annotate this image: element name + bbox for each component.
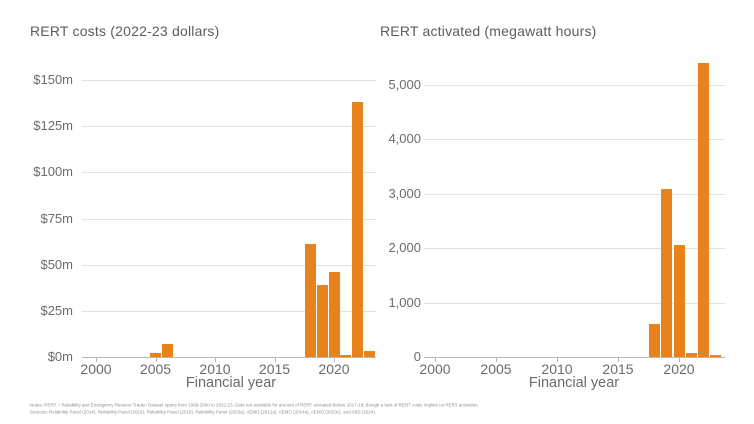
sources-text: Sources: Reliability Panel (2014), Relia… — [30, 409, 377, 415]
notes-text: Notes: RERT = Reliability and Emergency … — [30, 402, 479, 408]
x-tick-label: 2005 — [480, 361, 512, 377]
x-tick-label: 2020 — [663, 361, 695, 377]
x-tick-mark — [274, 358, 276, 362]
y-tick-label: $50m — [40, 256, 73, 272]
y-tick-label: $75m — [40, 210, 73, 226]
y-gridline — [424, 248, 725, 250]
y-gridline — [82, 264, 376, 266]
y-tick-label: 4,000 — [388, 131, 421, 147]
y-tick-label: $150m — [33, 72, 73, 87]
y-tick-label: 0 — [413, 349, 421, 364]
y-tick-label: $100m — [33, 164, 73, 180]
y-gridline — [82, 310, 376, 312]
x-tick-label: 2010 — [541, 361, 573, 377]
bar-2018 — [649, 324, 661, 357]
bar-2005 — [150, 353, 161, 357]
y-gridline — [82, 172, 376, 174]
y-tick-label: 1,000 — [388, 294, 421, 310]
x-tick-label: 2015 — [602, 361, 634, 377]
bar-2006 — [161, 344, 173, 357]
x-tick-label: 2005 — [139, 361, 172, 377]
bar-2023 — [710, 355, 722, 357]
y-tick-label: 5,000 — [388, 77, 421, 92]
y-gridline — [82, 218, 376, 220]
y-tick-label: 2,000 — [388, 240, 421, 256]
x-axis-line — [424, 357, 725, 358]
x-axis-title-right: Financial year — [528, 375, 620, 391]
x-tick-label: 2000 — [419, 361, 451, 377]
bar-2020 — [673, 244, 685, 357]
x-tick-label: 2020 — [318, 361, 350, 377]
bar-2020 — [328, 272, 340, 357]
x-tick-mark — [618, 358, 619, 362]
y-tick-label: $125m — [33, 118, 73, 134]
bar-2023 — [364, 351, 376, 357]
x-tick-mark — [155, 358, 157, 362]
x-tick-mark — [496, 358, 497, 362]
x-axis-line — [82, 357, 376, 358]
bar-2019 — [661, 189, 673, 357]
y-gridline — [82, 80, 376, 81]
y-gridline — [82, 126, 376, 128]
x-tick-mark — [334, 358, 335, 362]
x-tick-mark — [435, 358, 436, 362]
y-tick-label: $0m — [47, 349, 73, 364]
y-gridline — [424, 85, 725, 86]
y-tick-label: $25m — [40, 302, 73, 318]
x-tick-label: 2015 — [258, 361, 291, 377]
x-tick-label: 2000 — [80, 361, 112, 377]
bar-2018 — [304, 244, 316, 357]
bar-2022 — [352, 102, 364, 357]
bar-2019 — [316, 284, 328, 357]
chart-title-rert-activated: RERT activated (megawatt hours) — [380, 23, 597, 39]
y-tick-label: 3,000 — [388, 185, 421, 201]
y-gridline — [424, 193, 725, 195]
chart-title-rert-costs: RERT costs (2022-23 dollars) — [30, 23, 220, 39]
x-tick-mark — [96, 358, 97, 362]
x-axis-title-left: Financial year — [185, 375, 277, 391]
y-gridline — [424, 139, 725, 141]
bar-2021 — [685, 352, 697, 357]
x-tick-mark — [679, 358, 680, 362]
x-tick-mark — [557, 358, 558, 362]
x-tick-label: 2010 — [199, 361, 231, 377]
bar-2022 — [697, 63, 709, 357]
bar-2021 — [340, 355, 352, 357]
y-gridline — [424, 302, 725, 304]
x-tick-mark — [215, 358, 216, 362]
